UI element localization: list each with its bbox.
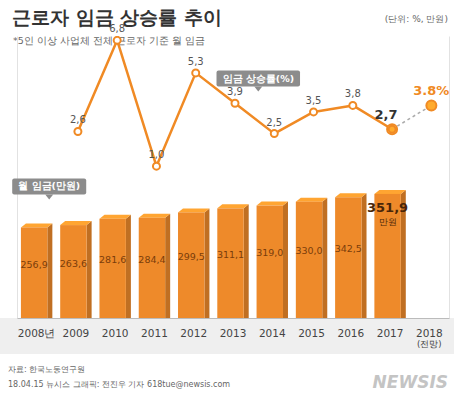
line-label: 2,6: [70, 114, 86, 125]
y-axis: [17, 37, 18, 319]
y-axis-line: [17, 37, 18, 319]
x-tick-label: 2014: [259, 327, 286, 339]
subtitle: *5인 이상 사업체 전체 근로자 기준 월 임금: [13, 35, 205, 46]
bar: [60, 225, 86, 318]
x-axis-band: [0, 318, 454, 354]
line-label: 3,5: [306, 95, 322, 106]
x-tick-label: 2010: [102, 327, 129, 339]
line-label: 6,8: [109, 23, 125, 34]
x-tick-label: 2016: [337, 327, 364, 339]
x-tick-label: 2011: [141, 327, 168, 339]
credit: 18.04.15 뉴시스 그래픽: 전진우 기자 618tue@newsis.c…: [8, 380, 230, 389]
bar-top: [217, 204, 248, 208]
bar: [296, 202, 322, 318]
bar-label: 311,1: [217, 249, 244, 260]
x-tick-label: 2013: [220, 327, 247, 339]
series-tag-pointer: [254, 87, 262, 92]
line-label: 2,7: [375, 107, 398, 122]
watermark: NEWSIS: [373, 372, 448, 392]
chart: 근로자 임금 상승률 추이*5인 이상 사업체 전체 근로자 기준 월 임금(단…: [0, 0, 454, 396]
bar: [139, 218, 165, 318]
series-name: 월 임금(만원): [18, 180, 80, 191]
line-point: [114, 37, 121, 44]
series-tag-box: [12, 178, 86, 194]
bar-top: [178, 208, 209, 212]
bar-label: 281,6: [99, 254, 126, 265]
bar-top: [257, 202, 288, 206]
bar-side: [283, 202, 288, 318]
bar-side: [244, 204, 249, 318]
bar-side: [47, 223, 52, 318]
bar-label: 351,9: [367, 200, 408, 215]
bar-top: [139, 214, 170, 218]
bar-unit: 만원: [379, 217, 397, 227]
line-point: [153, 163, 160, 170]
bar: [257, 206, 283, 318]
y2-axis: [449, 37, 450, 319]
bar: [99, 219, 125, 318]
line-point: [310, 108, 317, 115]
line-label: 3,8: [345, 88, 361, 99]
line-point: [232, 100, 239, 107]
bar-label: 299,5: [178, 251, 205, 262]
bar-top: [99, 215, 130, 219]
bar-side: [362, 193, 367, 318]
plot-area: [21, 37, 436, 318]
line-point: [192, 69, 199, 76]
line-point: [349, 102, 356, 109]
source: 자료: 한국노동연구원: [8, 365, 85, 374]
x-tick-label: 2009: [63, 327, 90, 339]
unit: (단위: %, 만원): [385, 14, 448, 24]
line-point: [387, 124, 397, 134]
line-point: [271, 130, 278, 137]
bar-top: [374, 190, 405, 194]
series-tag-pointer: [45, 194, 53, 199]
x-tick-label: 2012: [180, 327, 207, 339]
series-tag: 월 임금(만원): [12, 178, 86, 199]
line-label: 2,5: [266, 117, 282, 128]
bar-top: [335, 193, 366, 197]
line-point: [426, 100, 436, 110]
bar: [178, 212, 204, 318]
series-tag-box: [217, 71, 301, 87]
x-axis-line: [18, 318, 450, 319]
bar-side: [322, 198, 327, 318]
bar-label: 342,5: [335, 243, 362, 254]
x-tick-label: 2017: [377, 327, 404, 339]
line-point: [74, 128, 81, 135]
x-tick-label: 2018(전망): [416, 327, 443, 349]
bar-side: [204, 208, 209, 318]
bar-label: 330,0: [295, 245, 322, 256]
bar-label: 284,4: [138, 254, 165, 265]
line: [78, 40, 392, 166]
bar-top: [60, 221, 91, 225]
bar-top: [21, 223, 52, 227]
bar-side: [126, 215, 131, 318]
line-label: 1,0: [149, 149, 165, 160]
bar-side: [165, 214, 170, 318]
bar: [217, 208, 243, 318]
line-label: 3,9: [227, 86, 243, 97]
labels: 256,9 263,6 281,6 284,4 299,5 311,1 319,0 330,0…: [12, 23, 449, 270]
bar-top: [296, 198, 327, 202]
bar: [21, 227, 47, 318]
series-name: 임금 상승률(%): [223, 73, 295, 84]
bar-label: 263,6: [60, 258, 87, 269]
line-point: [389, 126, 396, 133]
line-label: 3.8%: [413, 83, 449, 98]
bar-label: 256,9: [21, 259, 48, 270]
x-axis: 2008년 2009 2010 2011 2012 2013 2014 2015 2016 201…: [18, 318, 450, 349]
series-tag: 임금 상승률(%): [217, 71, 301, 92]
bar: [335, 197, 361, 318]
x-tick-label: 2008년: [18, 327, 56, 339]
line-label: 5,3: [188, 56, 204, 67]
bar-label: 319,0: [256, 247, 283, 258]
line: [392, 105, 431, 129]
x-tick-label: 2015: [298, 327, 325, 339]
bar-side: [87, 221, 92, 318]
y2-axis-line: [449, 37, 450, 319]
